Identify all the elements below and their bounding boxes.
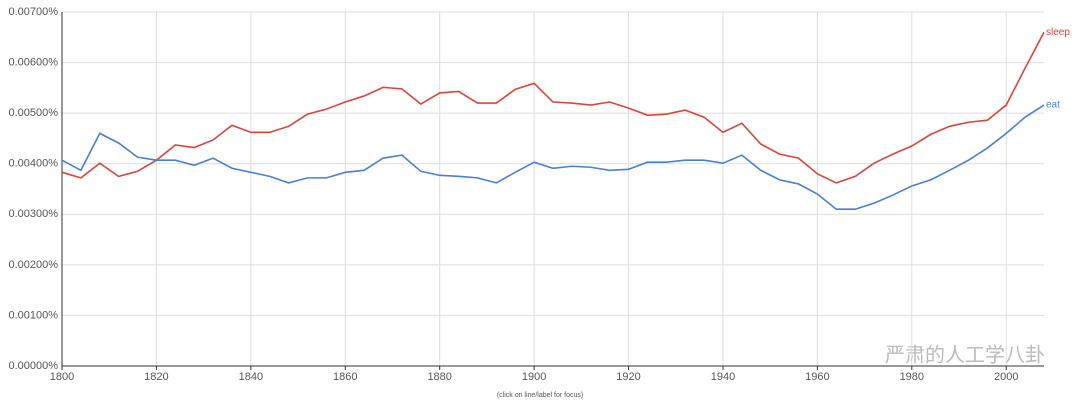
- footnote: (click on line/label for focus): [497, 392, 583, 399]
- y-tick-label: 0.00600%: [8, 56, 58, 68]
- x-tick-label: 1920: [616, 371, 640, 383]
- y-tick-label: 0.00000%: [8, 360, 58, 372]
- y-tick-label: 0.00700%: [8, 6, 58, 18]
- y-tick-label: 0.00300%: [8, 208, 58, 220]
- x-tick-label: 1800: [50, 371, 74, 383]
- y-tick-label: 0.00100%: [8, 309, 58, 321]
- x-tick-label: 1840: [239, 371, 263, 383]
- x-tick-label: 1880: [427, 371, 451, 383]
- x-tick-label: 1940: [711, 371, 735, 383]
- y-tick-label: 0.00500%: [8, 107, 58, 119]
- x-tick-label: 1960: [805, 371, 829, 383]
- series-line[interactable]: [61, 104, 1045, 211]
- series-label[interactable]: sleep: [1046, 27, 1070, 38]
- watermark: 严肃的人工学八卦: [885, 343, 1045, 366]
- x-tick-label: 1900: [522, 371, 546, 383]
- x-tick-label: 1860: [333, 371, 357, 383]
- x-tick-label: 2000: [994, 371, 1018, 383]
- x-tick-label: 1820: [144, 371, 168, 383]
- x-tick-label: 1980: [900, 371, 924, 383]
- series-line[interactable]: [61, 31, 1045, 184]
- y-tick-label: 0.00200%: [8, 259, 58, 271]
- y-tick-label: 0.00400%: [8, 158, 58, 170]
- series-label[interactable]: eat: [1046, 100, 1060, 111]
